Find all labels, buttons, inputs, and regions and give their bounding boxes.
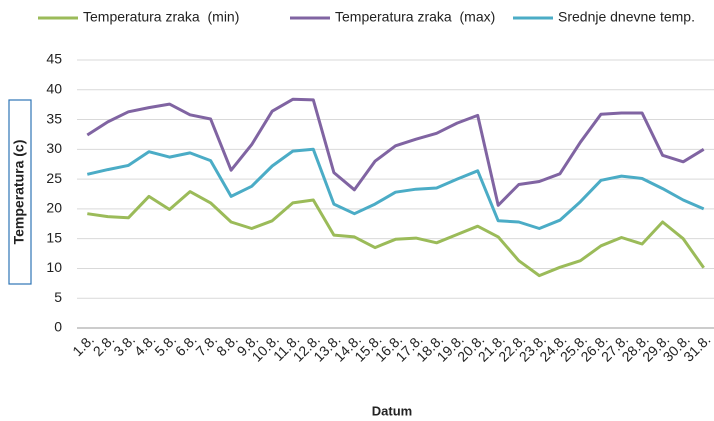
series-line bbox=[87, 190, 705, 278]
y-axis-label: Temperatura (c) bbox=[11, 140, 27, 245]
y-tick-label: 15 bbox=[46, 229, 62, 245]
y-tick-label: 30 bbox=[46, 140, 62, 156]
y-tick-label: 35 bbox=[46, 110, 62, 126]
y-tick-label: 10 bbox=[46, 259, 62, 275]
series-line bbox=[86, 97, 705, 207]
y-tick-label: 45 bbox=[46, 51, 62, 67]
y-tick-label: 40 bbox=[46, 80, 62, 96]
series-line bbox=[86, 147, 705, 230]
x-axis-label: Datum bbox=[372, 403, 412, 418]
legend-label: Temperatura zraka (max) bbox=[335, 9, 495, 25]
y-tick-label: 20 bbox=[46, 200, 62, 216]
y-tick-label: 25 bbox=[46, 170, 62, 186]
y-tick-label: 5 bbox=[54, 289, 62, 305]
y-label-box bbox=[8, 99, 32, 285]
y-tick-label: 0 bbox=[54, 319, 62, 335]
legend-label: Temperatura zraka (min) bbox=[83, 9, 239, 25]
legend-label: Srednje dnevne temp. bbox=[558, 9, 695, 25]
